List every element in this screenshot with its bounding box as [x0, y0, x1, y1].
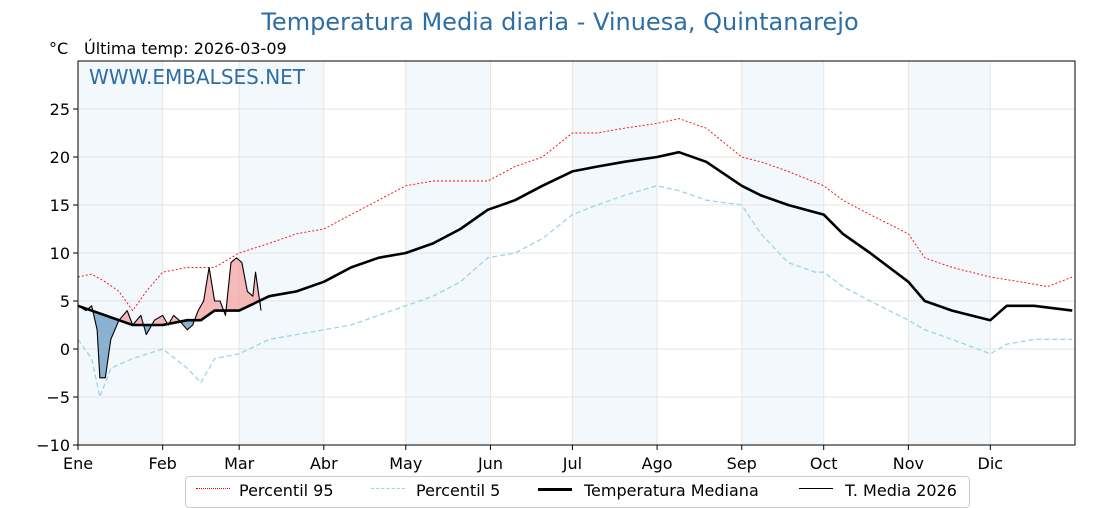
series-line-temperatura-mediana [77, 150, 1073, 327]
y-tick-label: −5 [46, 388, 70, 407]
series-line-percentil-5 [77, 185, 1073, 398]
legend-label-median: Temperatura Mediana [584, 481, 759, 500]
x-tick-label-ago: Ago [642, 454, 673, 473]
legend-line-p5 [371, 488, 405, 489]
last-temp-label: Última temp: 2026-03-09 [84, 39, 287, 58]
x-tick-label-jul: Jul [562, 454, 582, 473]
legend: Percentil 95 Percentil 5 Temperatura Med… [185, 476, 970, 508]
y-tick-label: 0 [60, 340, 70, 359]
legend-line-2026 [799, 488, 833, 489]
y-tick-label: 5 [60, 292, 70, 311]
series-line-t-media-2026 [77, 257, 262, 379]
watermark: WWW.EMBALSES.NET [89, 65, 306, 89]
y-tick-label: −10 [36, 436, 70, 455]
x-tick-label-jun: Jun [477, 454, 503, 473]
x-tick-label-dic: Dic [978, 454, 1004, 473]
x-tick-label-mar: Mar [224, 454, 255, 473]
x-tick-label-oct: Oct [810, 454, 838, 473]
x-tick-label-may: May [389, 454, 422, 473]
legend-line-p95 [196, 488, 230, 489]
x-tick-label-feb: Feb [149, 454, 177, 473]
fill-above-median [78, 257, 262, 325]
y-tick-label: 20 [50, 148, 70, 167]
legend-line-median [538, 488, 572, 491]
x-tick-label-abr: Abr [310, 454, 338, 473]
y-tick-label: 25 [50, 100, 70, 119]
legend-label-p5: Percentil 5 [416, 481, 501, 500]
y-unit-label: °C [49, 39, 69, 58]
x-tick-label-nov: Nov [893, 454, 924, 473]
legend-label-p95: Percentil 95 [239, 481, 334, 500]
series-line-percentil-95 [77, 118, 1073, 312]
y-tick-label: 10 [50, 244, 70, 263]
x-tick-label-sep: Sep [727, 454, 757, 473]
chart-title: Temperatura Media diaria - Vinuesa, Quin… [261, 8, 859, 36]
y-tick-label: 15 [50, 196, 70, 215]
legend-label-2026: T. Media 2026 [845, 481, 957, 500]
x-tick-label-ene: Ene [63, 454, 93, 473]
